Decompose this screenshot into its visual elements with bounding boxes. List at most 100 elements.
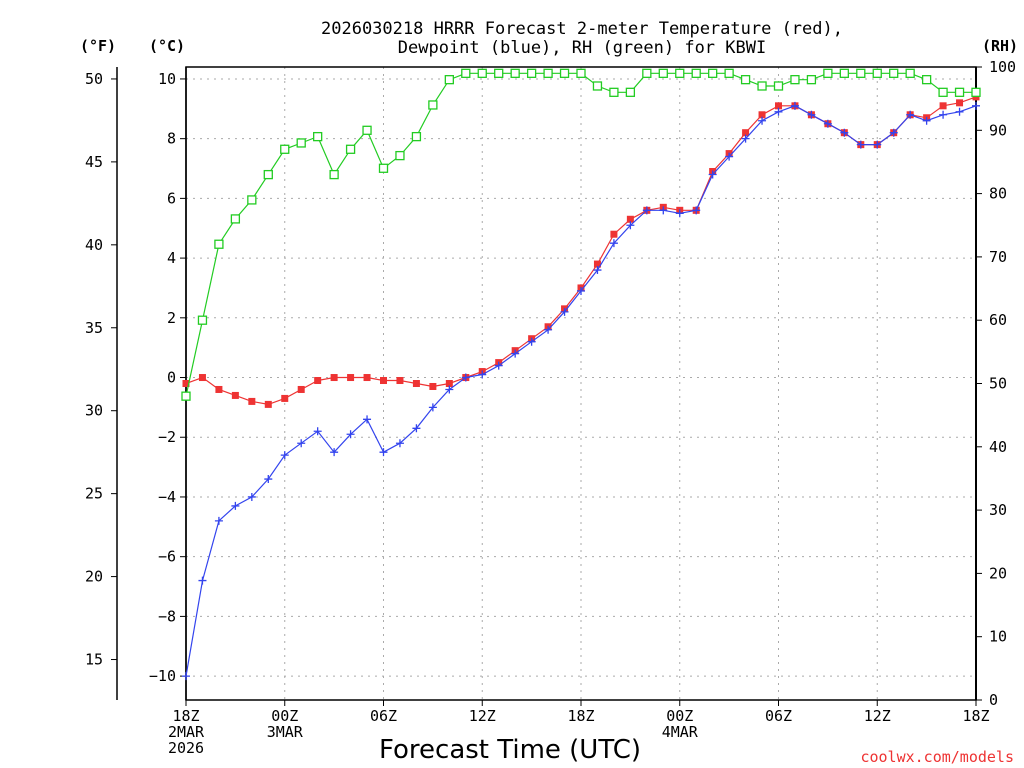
dewpoint-point	[955, 107, 964, 116]
rh-point	[411, 131, 422, 142]
dewpoint-point	[609, 239, 618, 248]
dewpoint-point	[313, 427, 322, 436]
rh-tick-label: 10	[989, 628, 1007, 646]
celsius-tick-label: −2	[158, 428, 176, 446]
x-tick-label: 4MAR	[662, 723, 699, 741]
temperature-point	[396, 377, 404, 385]
rh-point	[329, 169, 339, 180]
fahrenheit-tick-label: 40	[85, 236, 103, 254]
rh-tick-label: 60	[989, 311, 1007, 329]
rh-point	[905, 68, 915, 78]
x-tick-label: 2MAR	[168, 723, 205, 741]
dewpoint-point	[922, 116, 931, 125]
celsius-tick-label: 2	[167, 309, 176, 327]
rh-point	[181, 391, 191, 401]
temperature-point	[742, 129, 750, 137]
rh-point	[526, 68, 537, 78]
dewpoint-point	[379, 448, 388, 457]
celsius-tick-label: 0	[167, 369, 176, 387]
dewpoint-point	[856, 140, 865, 149]
rh-point	[428, 100, 438, 110]
rh-tick-label: 0	[989, 691, 998, 709]
rh-point	[576, 68, 586, 78]
x-tick-label: 00Z	[271, 707, 298, 725]
chart-title-line1: 2026030218 HRRR Forecast 2-meter Tempera…	[321, 19, 843, 39]
dewpoint-point	[264, 475, 273, 484]
dewpoint-point	[840, 128, 849, 137]
dewpoint-point	[593, 266, 602, 275]
temperature-point	[314, 377, 322, 385]
dewpoint-point	[626, 221, 635, 230]
dewpoint-point	[774, 107, 783, 116]
x-tick-label: 18Z	[172, 707, 199, 725]
dewpoint-point	[642, 206, 651, 215]
fahrenheit-tick-label: 25	[85, 485, 103, 503]
rh-tick-label: 20	[989, 564, 1007, 582]
rh-point	[823, 68, 833, 78]
temperature-point	[330, 374, 338, 382]
fahrenheit-tick-label: 50	[85, 70, 103, 88]
dewpoint-point	[182, 672, 190, 681]
fahrenheit-tick-label: 20	[85, 568, 103, 586]
rh-tick-label: 80	[989, 185, 1007, 203]
celsius-tick-label: −6	[158, 548, 176, 566]
temperature-point	[412, 380, 420, 387]
rh-point	[461, 68, 471, 78]
rh-point	[230, 214, 241, 224]
rh-point	[247, 195, 257, 205]
dewpoint-point	[807, 110, 816, 119]
dewpoint-point	[461, 373, 470, 382]
dewpoint-point	[544, 325, 553, 334]
celsius-tick-label: −4	[158, 488, 176, 506]
rh-tick-label: 90	[989, 121, 1007, 139]
rh-point	[642, 68, 652, 78]
celsius-tick-label: 6	[167, 189, 176, 207]
rh-point	[757, 81, 767, 91]
temperature-point	[380, 377, 387, 385]
rh-point	[806, 75, 817, 85]
rh-tick-label: 40	[989, 438, 1007, 456]
dewpoint-point	[214, 516, 223, 525]
temperature-point	[264, 400, 272, 408]
rh-tick-label: 50	[989, 375, 1007, 393]
rh-point	[773, 81, 784, 91]
fahrenheit-axis-unit: (°F)	[80, 37, 116, 55]
rh-point	[691, 68, 701, 78]
dewpoint-point	[247, 492, 256, 501]
rh-point	[444, 75, 454, 85]
celsius-tick-label: 10	[158, 70, 176, 88]
rh-point	[395, 150, 405, 161]
dewpoint-point	[511, 349, 520, 358]
rh-tick-label: 70	[989, 248, 1007, 266]
dewpoint-point	[231, 501, 240, 510]
dewpoint-point	[527, 337, 536, 346]
rh-point	[214, 239, 224, 249]
dewpoint-point	[395, 439, 404, 448]
x-tick-label: 18Z	[962, 707, 989, 725]
x-tick-label: 18Z	[567, 707, 594, 725]
dewpoint-point	[675, 209, 684, 218]
temperature-point	[198, 374, 206, 382]
rh-point	[543, 68, 553, 78]
rh-point	[362, 125, 372, 135]
fahrenheit-tick-label: 30	[85, 402, 103, 420]
fahrenheit-tick-label: 15	[85, 651, 103, 669]
temperature-point	[956, 99, 964, 107]
celsius-tick-label: −8	[158, 607, 176, 625]
rh-point	[658, 68, 668, 78]
dewpoint-point	[280, 451, 289, 460]
rh-point	[378, 163, 389, 173]
rh-point	[345, 144, 356, 154]
x-tick-label: 12Z	[469, 707, 496, 725]
dewpoint-point	[494, 361, 503, 370]
x-tick-label: 3MAR	[267, 723, 304, 741]
dewpoint-point	[412, 424, 421, 433]
rh-point	[675, 68, 685, 78]
rh-point	[790, 75, 800, 85]
dewpoint-point	[972, 101, 980, 110]
fahrenheit-tick-label: 35	[85, 319, 103, 337]
dewpoint-point	[889, 128, 898, 137]
dewpoint-point	[758, 116, 767, 125]
